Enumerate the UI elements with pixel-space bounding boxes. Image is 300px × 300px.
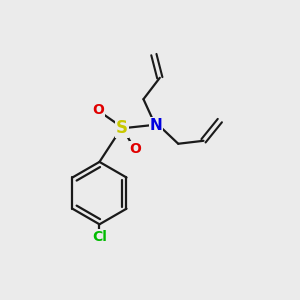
Text: O: O: [129, 142, 141, 156]
Text: O: O: [93, 103, 104, 117]
Text: N: N: [150, 118, 162, 133]
Text: S: S: [116, 119, 128, 137]
Text: Cl: Cl: [92, 230, 107, 244]
